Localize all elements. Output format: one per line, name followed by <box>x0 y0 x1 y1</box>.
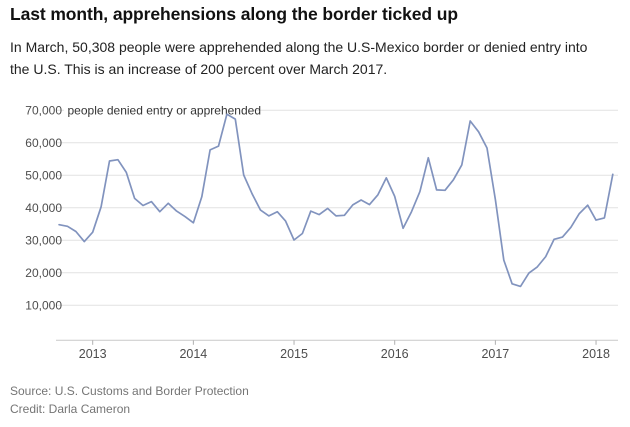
svg-text:10,000: 10,000 <box>25 299 62 313</box>
svg-text:2016: 2016 <box>381 347 409 361</box>
svg-text:2013: 2013 <box>79 347 107 361</box>
svg-text:2015: 2015 <box>280 347 308 361</box>
series-label-backing <box>64 102 254 118</box>
credit-note: Credit: Darla Cameron <box>10 402 131 416</box>
x-axis-labels: 2013 2014 2015 2016 2017 2018 <box>79 340 610 361</box>
gridlines <box>56 109 618 306</box>
svg-text:30,000: 30,000 <box>25 234 62 248</box>
svg-text:2018: 2018 <box>582 347 610 361</box>
svg-text:70,000: 70,000 <box>25 104 62 118</box>
svg-text:60,000: 60,000 <box>25 136 62 150</box>
series-label: people denied entry or apprehended <box>68 104 262 118</box>
chart-subtitle: In March, 50,308 people were apprehended… <box>10 39 588 77</box>
svg-text:40,000: 40,000 <box>25 201 62 215</box>
chart-title: Last month, apprehensions along the bord… <box>10 4 458 24</box>
data-line <box>58 113 614 288</box>
svg-text:20,000: 20,000 <box>25 266 62 280</box>
svg-text:2014: 2014 <box>179 347 207 361</box>
y-axis-labels: 10,000 20,000 30,000 40,000 50,000 60,000 70,0… <box>25 104 62 313</box>
svg-text:50,000: 50,000 <box>25 169 62 183</box>
source-note: Source: U.S. Customs and Border Protecti… <box>10 384 249 398</box>
svg-text:2017: 2017 <box>481 347 509 361</box>
